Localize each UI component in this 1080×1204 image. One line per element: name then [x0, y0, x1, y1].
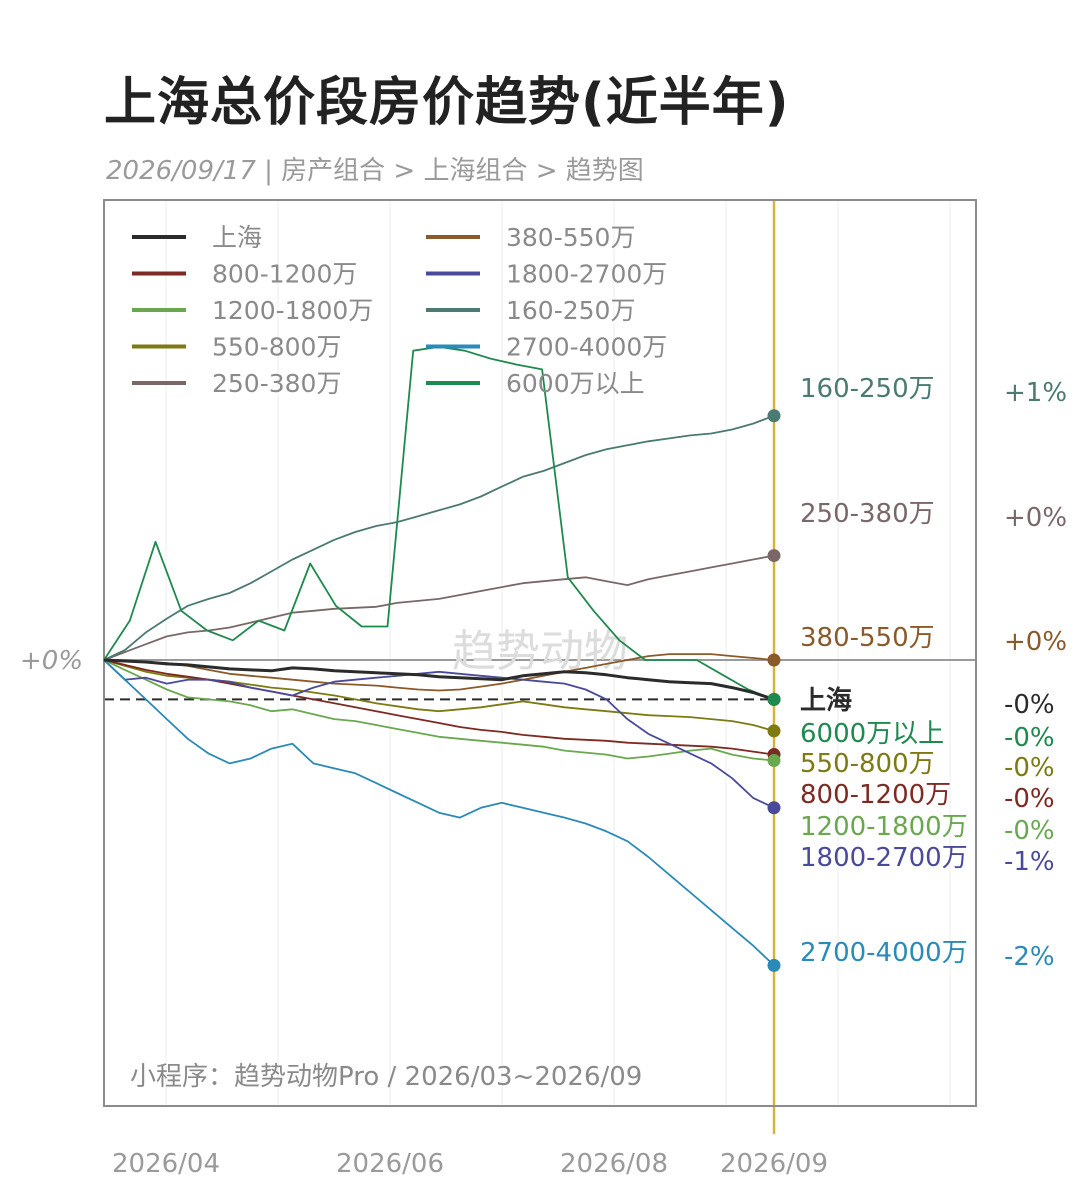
x-axis: 2026/04 2026/06 2026/08 2026/09 — [112, 1149, 828, 1179]
end-markers — [767, 409, 781, 972]
end-point-2700-4000万 — [767, 958, 781, 972]
end-point-550-800万 — [767, 724, 781, 738]
end-point-380-550万 — [767, 653, 781, 667]
end-label-550-800万: 550-800万 — [800, 749, 935, 779]
chart-legend: 上海 800-1200万 1200-1800万 550-800万 250-380万 380… — [132, 223, 667, 398]
end-pct-1800-2700万: -1% — [1004, 847, 1055, 877]
end-point-250-380万 — [767, 549, 781, 563]
legend-label: 2700-4000万 — [506, 333, 667, 362]
zero-label: +0% — [20, 646, 83, 676]
x-tick-label: 2026/06 — [336, 1149, 444, 1179]
plot-frame — [103, 199, 977, 1107]
end-point-6000万以上 — [767, 692, 781, 706]
legend-label: 6000万以上 — [506, 369, 645, 398]
x-tick-label: 2026/08 — [560, 1149, 668, 1179]
series-line-250-380万 — [103, 554, 775, 661]
end-label-800-1200万: 800-1200万 — [800, 780, 951, 810]
end-pct-380-550万: +0% — [1004, 627, 1067, 657]
end-label-380-550万: 380-550万 — [800, 623, 935, 653]
series-line-550-800万 — [103, 659, 775, 732]
x-tick-label: 2026/09 — [720, 1149, 828, 1179]
series-line-1200-1800万 — [103, 659, 775, 762]
end-pct-2700-4000万: -2% — [1004, 942, 1055, 972]
end-label-1200-1800万: 1200-1800万 — [800, 812, 968, 842]
end-pct-800-1200万: -0% — [1004, 784, 1055, 814]
end-point-1200-1800万 — [767, 753, 781, 767]
end-pct-550-800万: -0% — [1004, 753, 1055, 783]
subtitle-date: 2026/09/17 — [106, 156, 256, 186]
legend-label: 160-250万 — [506, 296, 635, 325]
legend-label: 1200-1800万 — [212, 296, 373, 325]
legend-label: 380-550万 — [506, 223, 635, 252]
legend-label: 250-380万 — [212, 369, 341, 398]
end-pct-160-250万: +1% — [1004, 378, 1067, 408]
series-line-6000万以上 — [103, 345, 775, 701]
subtitle-breadcrumb: | 房产组合 > 上海组合 > 趋势图 — [255, 156, 644, 186]
series-line-1800-2700万 — [103, 659, 775, 809]
series-line-160-250万 — [103, 414, 775, 661]
legend-label: 800-1200万 — [212, 260, 357, 289]
end-label-250-380万: 250-380万 — [800, 499, 935, 529]
watermark: 趋势动物 — [452, 626, 628, 677]
end-pct-上海: -0% — [1004, 690, 1055, 720]
end-label-2700-4000万: 2700-4000万 — [800, 938, 968, 968]
series-line-2700-4000万 — [103, 659, 775, 967]
chart-subtitle: 2026/09/17 | 房产组合 > 上海组合 > 趋势图 — [106, 150, 644, 187]
end-label-6000万以上: 6000万以上 — [800, 719, 944, 749]
end-label-上海: 上海 — [800, 686, 852, 716]
end-point-1800-2700万 — [767, 801, 781, 815]
series-line-380-550万 — [103, 653, 775, 692]
end-labels: 上海 -0% 800-1200万 -0% 1200-1800万 -0% 550-800万 -0… — [800, 374, 1067, 972]
legend-label: 550-800万 — [212, 333, 341, 362]
end-point-160-250万 — [767, 409, 781, 423]
end-pct-250-380万: +0% — [1004, 503, 1067, 533]
end-pct-6000万以上: -0% — [1004, 723, 1055, 753]
chart-grid: +0% — [20, 200, 976, 1134]
source-note: 小程序：趋势动物Pro / 2026/03~2026/09 — [130, 1062, 642, 1092]
chart-title: 上海总价段房价趋势(近半年) — [104, 73, 790, 133]
end-label-160-250万: 160-250万 — [800, 374, 935, 404]
legend-label: 上海 — [212, 223, 262, 252]
series-line-800-1200万 — [103, 659, 775, 756]
series-line-上海 — [103, 658, 775, 701]
end-pct-1200-1800万: -0% — [1004, 816, 1055, 846]
x-tick-label: 2026/04 — [112, 1149, 220, 1179]
end-label-1800-2700万: 1800-2700万 — [800, 843, 968, 873]
legend-label: 1800-2700万 — [506, 260, 667, 289]
series-lines — [103, 345, 775, 967]
